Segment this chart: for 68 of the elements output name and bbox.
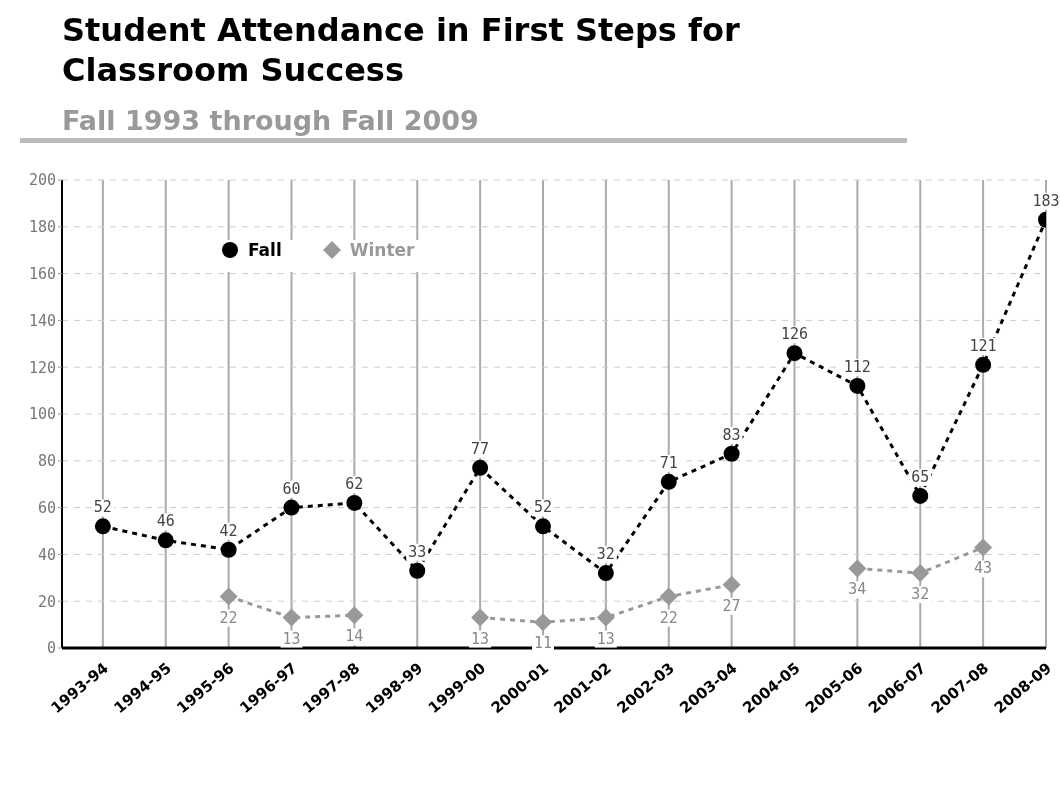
data-label: 65 (911, 467, 930, 486)
y-tick-label: 0 (46, 639, 56, 658)
data-label: 71 (659, 453, 678, 472)
y-tick-label: 140 (28, 311, 56, 330)
data-label: 13 (596, 629, 615, 648)
data-label: 52 (93, 498, 112, 517)
y-tick-label: 60 (37, 498, 56, 517)
legend-label: Fall (247, 240, 282, 260)
data-label: 43 (974, 559, 993, 578)
data-label: 83 (722, 425, 741, 444)
point (282, 608, 301, 627)
data-label: 33 (408, 542, 427, 561)
point (472, 459, 489, 476)
data-label: 62 (345, 474, 364, 493)
y-tick-label: 200 (28, 171, 56, 190)
point (219, 587, 238, 606)
point (659, 587, 678, 606)
data-label: 42 (219, 521, 238, 540)
y-tick-label: 20 (37, 592, 56, 611)
y-tick-label: 160 (28, 264, 56, 283)
data-label: 13 (471, 629, 490, 648)
y-tick-label: 100 (28, 405, 56, 424)
point (471, 608, 490, 627)
data-label: 46 (156, 512, 175, 531)
y-tick-label: 180 (28, 218, 56, 237)
data-label: 22 (659, 608, 678, 627)
y-tick-label: 40 (37, 545, 56, 564)
point (283, 499, 300, 516)
point (345, 606, 364, 625)
point (346, 494, 363, 511)
point (722, 575, 741, 594)
point (912, 487, 929, 504)
chart-title: Student Attendance in First Steps for Classroom Success (62, 10, 741, 90)
point (94, 518, 111, 535)
point (157, 532, 174, 549)
point (911, 564, 930, 583)
data-label: 183 (1032, 191, 1060, 210)
point (409, 562, 426, 579)
data-label: 13 (282, 629, 301, 648)
data-label: 32 (596, 545, 615, 564)
data-label: 27 (722, 596, 741, 615)
data-label: 52 (533, 498, 553, 517)
data-label: 34 (848, 580, 867, 599)
data-label: 14 (345, 627, 364, 646)
y-tick-label: 80 (37, 452, 56, 471)
point (975, 356, 992, 373)
data-label: 77 (471, 439, 490, 458)
data-label: 112 (843, 357, 871, 376)
point (220, 541, 237, 558)
legend-label: Winter (348, 240, 415, 260)
data-label: 22 (219, 608, 238, 627)
point (848, 559, 867, 578)
point (534, 613, 552, 632)
point (723, 445, 740, 462)
data-label: 121 (969, 336, 997, 355)
point (849, 377, 866, 394)
point (786, 345, 803, 362)
point (974, 538, 993, 557)
point (535, 518, 551, 535)
data-label: 60 (282, 479, 301, 498)
point (596, 608, 615, 627)
point (660, 473, 677, 490)
chart-subtitle: Fall 1993 through Fall 2009 (62, 105, 479, 136)
data-label: 126 (780, 325, 809, 344)
data-label: 11 (533, 634, 553, 653)
data-label: 32 (911, 585, 930, 604)
point (597, 565, 614, 582)
y-tick-label: 120 (28, 358, 56, 377)
